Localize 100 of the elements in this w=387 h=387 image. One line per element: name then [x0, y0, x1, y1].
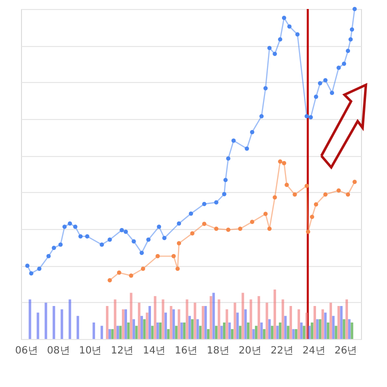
point [156, 254, 160, 258]
x-tick-label: 24년 [302, 346, 326, 356]
bar [156, 322, 159, 339]
bar [284, 316, 287, 339]
point [336, 66, 341, 70]
point [58, 242, 63, 247]
point [323, 192, 328, 197]
point [238, 226, 242, 231]
bar [292, 329, 295, 339]
bar [68, 299, 72, 339]
point [140, 266, 146, 271]
point [223, 178, 228, 182]
bar [215, 326, 218, 339]
point [244, 146, 249, 151]
point [29, 271, 34, 276]
point [278, 37, 282, 42]
point [202, 222, 206, 226]
bar [116, 326, 120, 339]
bar [60, 309, 64, 339]
point [176, 266, 180, 271]
bar [242, 292, 244, 339]
bar [92, 322, 96, 339]
bar [310, 322, 314, 339]
bar [178, 309, 180, 339]
bar [172, 309, 175, 339]
x-tick-label: 20년 [238, 346, 262, 356]
bar [154, 296, 156, 339]
point [304, 114, 309, 118]
bar [342, 319, 346, 339]
point [267, 46, 272, 50]
bar [294, 329, 298, 339]
point [250, 220, 254, 224]
bar [106, 306, 108, 339]
bar [230, 329, 234, 339]
point [226, 228, 230, 232]
bar [258, 296, 260, 339]
point [108, 238, 112, 242]
bar [228, 322, 231, 339]
point [120, 228, 124, 232]
bar [276, 326, 279, 339]
bar [326, 322, 330, 339]
point [272, 52, 277, 56]
point [278, 159, 282, 164]
bar [252, 329, 255, 339]
bar [266, 302, 268, 339]
bar [135, 326, 138, 339]
point [162, 236, 166, 240]
bar [52, 306, 56, 339]
x-tick-label: 12년 [110, 346, 134, 356]
bar [321, 309, 324, 339]
point [284, 182, 289, 188]
bar [268, 319, 271, 339]
x-tick-label: 08년 [47, 346, 70, 356]
bar [76, 316, 80, 339]
bar [330, 302, 332, 339]
point [330, 90, 334, 95]
point [282, 160, 286, 166]
point [68, 221, 72, 226]
point [314, 94, 318, 99]
point [190, 231, 194, 236]
bar [324, 312, 327, 339]
bar [274, 290, 276, 339]
bar [164, 312, 167, 339]
bar [250, 299, 252, 339]
bar [148, 306, 151, 339]
bar [298, 309, 300, 339]
point [132, 239, 136, 244]
point [214, 200, 218, 204]
bar [180, 322, 183, 339]
point [202, 202, 206, 206]
point [346, 48, 350, 54]
bar [194, 302, 196, 339]
bar [300, 322, 303, 339]
point [117, 270, 122, 275]
bar [111, 329, 114, 339]
point [146, 238, 151, 242]
bar [314, 306, 316, 339]
bar [318, 319, 322, 339]
bar [188, 316, 191, 339]
bar [151, 326, 154, 339]
bar [36, 312, 40, 339]
bar [186, 299, 188, 339]
bar [159, 322, 162, 339]
bar [332, 316, 335, 339]
bar [236, 312, 239, 339]
bar [278, 322, 282, 339]
point [78, 234, 83, 238]
point [282, 16, 286, 20]
bar [119, 326, 122, 339]
point [346, 192, 350, 197]
point [352, 180, 357, 184]
bar [146, 312, 148, 339]
bar [204, 306, 207, 339]
point [292, 192, 297, 197]
bar [183, 322, 186, 339]
point [323, 78, 328, 82]
bar [140, 316, 143, 339]
point [306, 230, 310, 234]
point [25, 264, 30, 268]
bar [124, 309, 128, 339]
